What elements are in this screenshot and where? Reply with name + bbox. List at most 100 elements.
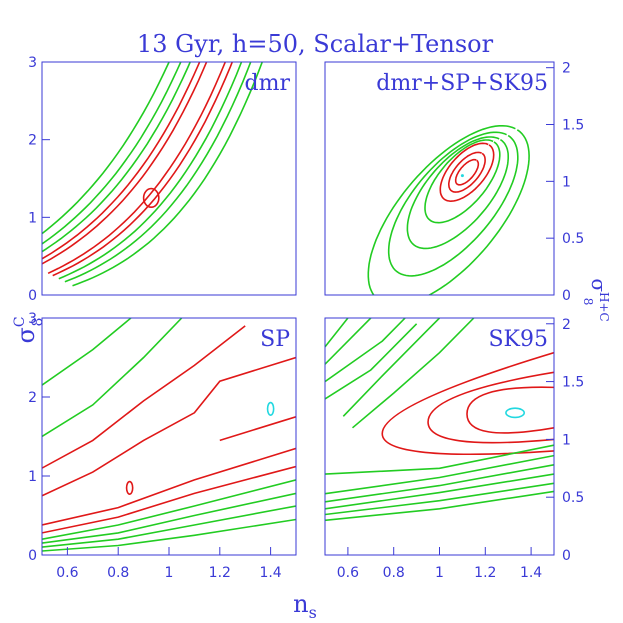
y-axis-right-sup: H+C xyxy=(597,292,611,322)
x-tick-label: 1.2 xyxy=(209,565,231,581)
y-tick-label: 2 xyxy=(562,317,571,333)
y-axis-label-right: σH+C8 xyxy=(581,278,611,321)
contour-line xyxy=(325,323,418,400)
y-tick-label: 1.5 xyxy=(562,118,584,134)
x-tick-label: 1.4 xyxy=(520,565,542,581)
panel-frame xyxy=(41,61,297,296)
y-axis-right-sub: 8 xyxy=(581,298,595,306)
x-tick-label: 1 xyxy=(435,565,444,581)
panel-label: SP xyxy=(260,327,290,352)
contour-line xyxy=(387,131,519,277)
x-axis-label-sub: s xyxy=(309,603,317,622)
svg-text:σC8: σC 8 xyxy=(12,316,46,343)
contour-line xyxy=(42,465,296,534)
contour-line xyxy=(351,318,475,429)
y-tick-label: 1 xyxy=(28,469,37,485)
contour-line xyxy=(439,142,495,203)
contour-island xyxy=(142,187,160,209)
y-tick-label: 0 xyxy=(28,548,37,564)
panel-4: SK95 0 0.5 1 1.5 2 0.6 0.8 1 1.2 1.4 xyxy=(324,317,584,581)
contour-line xyxy=(42,479,296,540)
panel-label: dmr+SP+SK95 xyxy=(376,71,548,96)
contour-set xyxy=(42,62,264,287)
y-tick-label: 1 xyxy=(28,210,37,226)
contour-line xyxy=(325,444,554,475)
contour-line xyxy=(52,62,234,277)
contour-set xyxy=(325,318,554,522)
contour-line xyxy=(367,125,530,295)
x-axis-label: ns xyxy=(293,590,317,622)
x-tick-label: 1.2 xyxy=(474,565,496,581)
contour-line xyxy=(64,62,252,283)
panel-1: dmr 0 1 2 3 xyxy=(28,55,297,304)
contour-line xyxy=(42,62,182,245)
contour-line xyxy=(42,62,170,235)
panel-label: SK95 xyxy=(488,327,548,352)
contour-line xyxy=(42,325,246,469)
panel-frame xyxy=(41,317,297,556)
contour-line xyxy=(466,386,554,434)
contour-line xyxy=(427,371,554,444)
x-tick-label: 1 xyxy=(165,565,174,581)
contour-line xyxy=(448,151,486,193)
y-axis-left-sup: C xyxy=(12,316,28,327)
y-tick-label: 0.5 xyxy=(562,231,584,247)
contour-line xyxy=(381,351,554,456)
y-axis-left-main: σ xyxy=(12,327,40,343)
y-tick-label: 0.5 xyxy=(562,490,584,506)
contour-set xyxy=(42,318,296,552)
y-tick-label: 0 xyxy=(562,548,571,564)
contour-line xyxy=(42,318,132,386)
contour-line xyxy=(325,473,554,510)
y-axis-left-sub: 8 xyxy=(30,318,46,327)
y-tick-label: 3 xyxy=(28,311,37,327)
contour-line xyxy=(42,318,183,438)
contour-line xyxy=(42,518,296,552)
x-tick-label: 0.6 xyxy=(337,565,359,581)
x-tick-label: 0.8 xyxy=(107,565,129,581)
y-tick-label: 3 xyxy=(28,55,37,71)
contour-line xyxy=(42,62,192,253)
contour-line xyxy=(219,416,296,442)
y-axis-label-left: σC 8 xyxy=(12,316,46,343)
contour-line xyxy=(42,62,201,260)
best-fit-point xyxy=(460,174,464,178)
chart-title: 13 Gyr, h=50, Scalar+Tensor xyxy=(137,30,494,58)
contour-line xyxy=(42,62,208,265)
contour-line xyxy=(325,490,554,522)
y-tick-label: 2 xyxy=(28,390,37,406)
contour-line xyxy=(42,447,296,526)
x-axis-label-main: n xyxy=(293,590,308,618)
panel-2: dmr+SP+SK95 0 0.5 1 1.5 2 xyxy=(324,61,584,304)
contour-island xyxy=(505,407,526,419)
contour-line xyxy=(424,139,501,224)
contour-line xyxy=(42,356,296,497)
contour-line xyxy=(342,318,441,417)
contour-line xyxy=(325,464,554,503)
y-tick-label: 1.5 xyxy=(562,375,584,391)
y-tick-label: 1 xyxy=(562,432,571,448)
panels: dmr 0 1 2 3 dmr+SP+SK95 0 0.5 1 1.5 2 SP 0 1 2 3 0.6 0.8 1… xyxy=(28,55,584,581)
contour-line xyxy=(325,482,554,516)
contour-line xyxy=(325,318,372,365)
y-tick-label: 1 xyxy=(562,174,571,190)
contour-line xyxy=(42,492,296,544)
y-tick-label: 2 xyxy=(562,61,571,77)
contour-line xyxy=(325,318,349,348)
contour-island xyxy=(125,480,134,495)
panel-frame xyxy=(324,61,555,296)
contour-line xyxy=(72,62,264,287)
svg-text:σH+C8: σH+C8 xyxy=(581,278,611,321)
x-tick-label: 0.6 xyxy=(56,565,78,581)
contour-line xyxy=(325,318,406,383)
svg-text:ns: ns xyxy=(293,590,317,622)
contour-line xyxy=(325,454,554,495)
panel-label: dmr xyxy=(245,71,291,96)
x-tick-label: 0.8 xyxy=(383,565,405,581)
contour-line xyxy=(454,158,480,186)
panel-3: SP 0 1 2 3 0.6 0.8 1 1.2 1.4 xyxy=(28,311,297,581)
contour-line xyxy=(42,505,296,548)
y-tick-label: 0 xyxy=(562,288,571,304)
contour-line xyxy=(58,62,243,280)
